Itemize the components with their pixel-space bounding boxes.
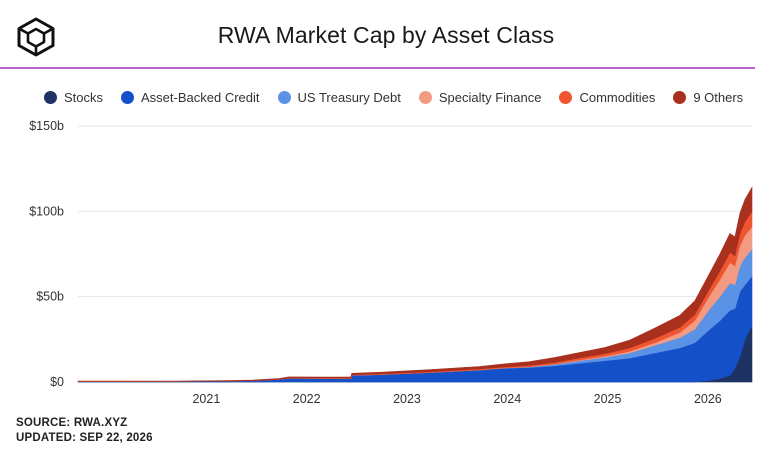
updated-note: UPDATED: SEP 22, 2026 bbox=[16, 432, 153, 444]
legend-label: Stocks bbox=[64, 90, 104, 105]
x-tick-label: 2022 bbox=[293, 392, 321, 406]
y-tick-label: $0 bbox=[50, 375, 64, 389]
x-tick-label: 2023 bbox=[393, 392, 421, 406]
legend-swatch bbox=[277, 91, 291, 104]
x-tick-label: 2021 bbox=[192, 392, 220, 406]
legend-label: 9 Others bbox=[693, 90, 744, 105]
area-series-9-others bbox=[77, 186, 753, 382]
legend-label: Specialty Finance bbox=[438, 90, 542, 105]
area-series-asset-backed-credit bbox=[77, 275, 753, 383]
rwa-logo-icon bbox=[17, 17, 55, 57]
title-divider bbox=[0, 67, 755, 69]
chart-legend: Stocks Asset-Backed Credit US Treasury Deb… bbox=[44, 90, 761, 105]
legend-swatch bbox=[121, 91, 135, 104]
legend-item-us-treasury-debt[interactable]: US Treasury Debt bbox=[277, 90, 401, 105]
legend-swatch bbox=[673, 91, 687, 104]
legend-item-commodities[interactable]: Commodities bbox=[559, 90, 655, 105]
y-tick-label: $50b bbox=[36, 290, 64, 304]
legend-item-stocks[interactable]: Stocks bbox=[44, 90, 103, 105]
source-note: SOURCE: RWA.XYZ bbox=[16, 417, 128, 429]
legend-label: Asset-Backed Credit bbox=[141, 90, 260, 105]
legend-item-asset-backed-credit[interactable]: Asset-Backed Credit bbox=[121, 90, 260, 105]
legend-swatch bbox=[559, 91, 573, 104]
legend-swatch bbox=[418, 91, 432, 104]
x-tick-label: 2025 bbox=[594, 392, 622, 406]
legend-label: US Treasury Debt bbox=[297, 90, 401, 105]
legend-item-specialty-finance[interactable]: Specialty Finance bbox=[418, 90, 542, 105]
y-tick-label: $150b bbox=[29, 119, 64, 133]
legend-item-9-others[interactable]: 9 Others bbox=[673, 90, 743, 105]
chart-title: RWA Market Cap by Asset Class bbox=[217, 22, 555, 48]
chart-footer: SOURCE: RWA.XYZ UPDATED: SEP 22, 2026 bbox=[16, 416, 153, 446]
x-tick-label: 2024 bbox=[493, 392, 521, 406]
y-tick-label: $100b bbox=[29, 204, 64, 218]
x-tick-label: 2026 bbox=[694, 392, 722, 406]
legend-label: Commodities bbox=[579, 90, 656, 105]
legend-swatch bbox=[44, 91, 57, 104]
